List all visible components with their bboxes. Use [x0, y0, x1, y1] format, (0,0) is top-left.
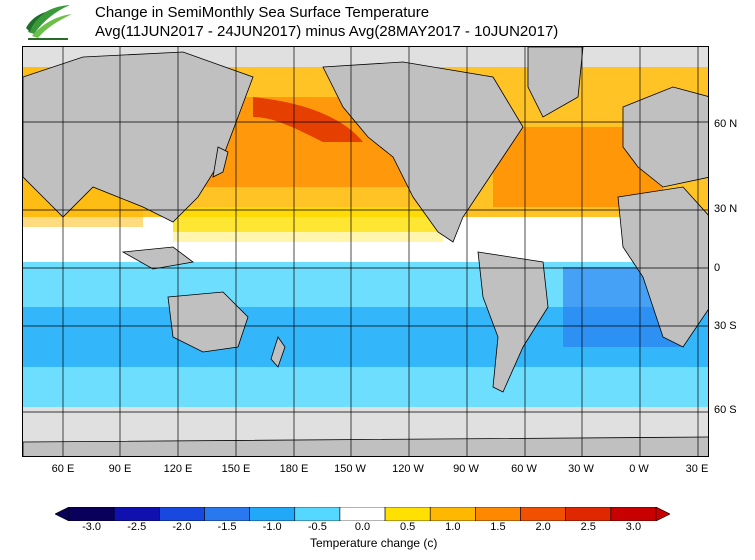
colorbar-segment [249, 507, 296, 521]
colorbar-tick-label: 0.0 [354, 521, 371, 533]
colorbar-segment [339, 507, 386, 521]
longitude-label: 30 W [568, 463, 594, 475]
land-asia [23, 51, 254, 223]
land-new-zealand [270, 336, 286, 368]
title-line-2: Avg(11JUN2017 - 24JUN2017) minus Avg(28M… [95, 23, 559, 40]
longitude-label: 0 W [629, 463, 649, 475]
north-atlantic-warm [493, 127, 663, 207]
colorbar-tick-label: -2.0 [172, 521, 192, 533]
colorbar-segment [565, 507, 612, 521]
land-europe [622, 86, 708, 188]
colorbar-segment [384, 507, 431, 521]
latitude-label: 30 S [714, 320, 737, 332]
colorbar-title: Temperature change (c) [310, 536, 438, 550]
colorbar-segment [294, 507, 341, 521]
land-australia [167, 291, 249, 353]
sst-change-map [22, 46, 709, 457]
colorbar-segment [159, 507, 205, 521]
graticule [23, 47, 708, 456]
latitude-label: 60 N [714, 118, 738, 130]
latitude-label: 30 N [714, 203, 738, 215]
colorbar-segment [610, 507, 657, 521]
gulf-of-alaska-hot [253, 97, 363, 142]
equatorial-neutral [23, 232, 708, 262]
longitude-label: 60 W [511, 463, 537, 475]
land-japan [212, 146, 229, 178]
colorbar-segment [204, 507, 250, 521]
colorbar-tick-label: 3.0 [625, 521, 642, 533]
colorbar [55, 507, 670, 521]
longitude-label: 30 E [685, 463, 709, 475]
colorbar-tick-label: -1.0 [262, 521, 282, 533]
land-greenland [527, 47, 584, 118]
title-line-1: Change in SemiMonthly Sea Surface Temper… [95, 4, 430, 21]
land-africa [617, 186, 708, 348]
longitude-label: 120 W [392, 463, 424, 475]
colorbar-segment [475, 507, 521, 521]
colorbar-tick-label: 1.0 [445, 521, 461, 533]
colorbar-tick-label: -3.0 [82, 521, 102, 533]
colorbar-tick-label: 0.5 [399, 521, 416, 533]
colorbar-segment [68, 507, 115, 521]
colorbar-segment [113, 507, 160, 521]
colorbar-segment [429, 507, 476, 521]
land-south-america [477, 251, 549, 393]
colorbar-min-arrow [55, 507, 70, 521]
land-north-america [322, 61, 524, 243]
colorbar-tick-label: -1.5 [217, 521, 237, 533]
longitude-label: 90 E [108, 463, 132, 475]
colorbar-tick-label: 2.5 [580, 521, 596, 533]
agency-logo-icon [26, 5, 72, 40]
colorbar-tick-label: -2.5 [127, 521, 147, 533]
longitude-label: 150 E [221, 463, 251, 475]
longitude-label: 120 E [163, 463, 193, 475]
colorbar-tick-label: 2.0 [535, 521, 551, 533]
longitude-label: 60 E [51, 463, 75, 475]
land-masses [23, 47, 708, 456]
longitude-label: 180 E [279, 463, 309, 475]
map-canvas [23, 47, 708, 456]
chart-title: Change in SemiMonthly Sea Surface Temper… [95, 3, 558, 41]
colorbar-tick-label: 1.5 [490, 521, 506, 533]
latitude-label: 60 S [714, 404, 737, 416]
latitude-label: 0 [714, 262, 721, 274]
colorbar-max-arrow [655, 507, 670, 521]
longitude-label: 150 W [334, 463, 366, 475]
land-indonesia [121, 246, 194, 270]
colorbar-tick-label: -0.5 [307, 521, 327, 533]
longitude-label: 90 W [453, 463, 479, 475]
land-antarctica [23, 436, 708, 456]
colorbar-segment [520, 507, 566, 521]
